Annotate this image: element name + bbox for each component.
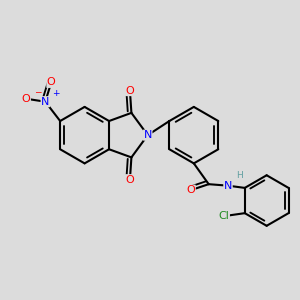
- Text: O: O: [125, 175, 134, 185]
- Text: −: −: [34, 87, 42, 96]
- Text: +: +: [52, 89, 59, 98]
- Text: N: N: [224, 181, 232, 191]
- Text: Cl: Cl: [218, 211, 230, 221]
- Text: O: O: [22, 94, 30, 104]
- Text: N: N: [144, 130, 152, 140]
- Text: H: H: [236, 171, 243, 180]
- Text: O: O: [47, 77, 56, 87]
- Text: N: N: [41, 97, 50, 107]
- Text: O: O: [125, 85, 134, 96]
- Text: O: O: [187, 185, 195, 195]
